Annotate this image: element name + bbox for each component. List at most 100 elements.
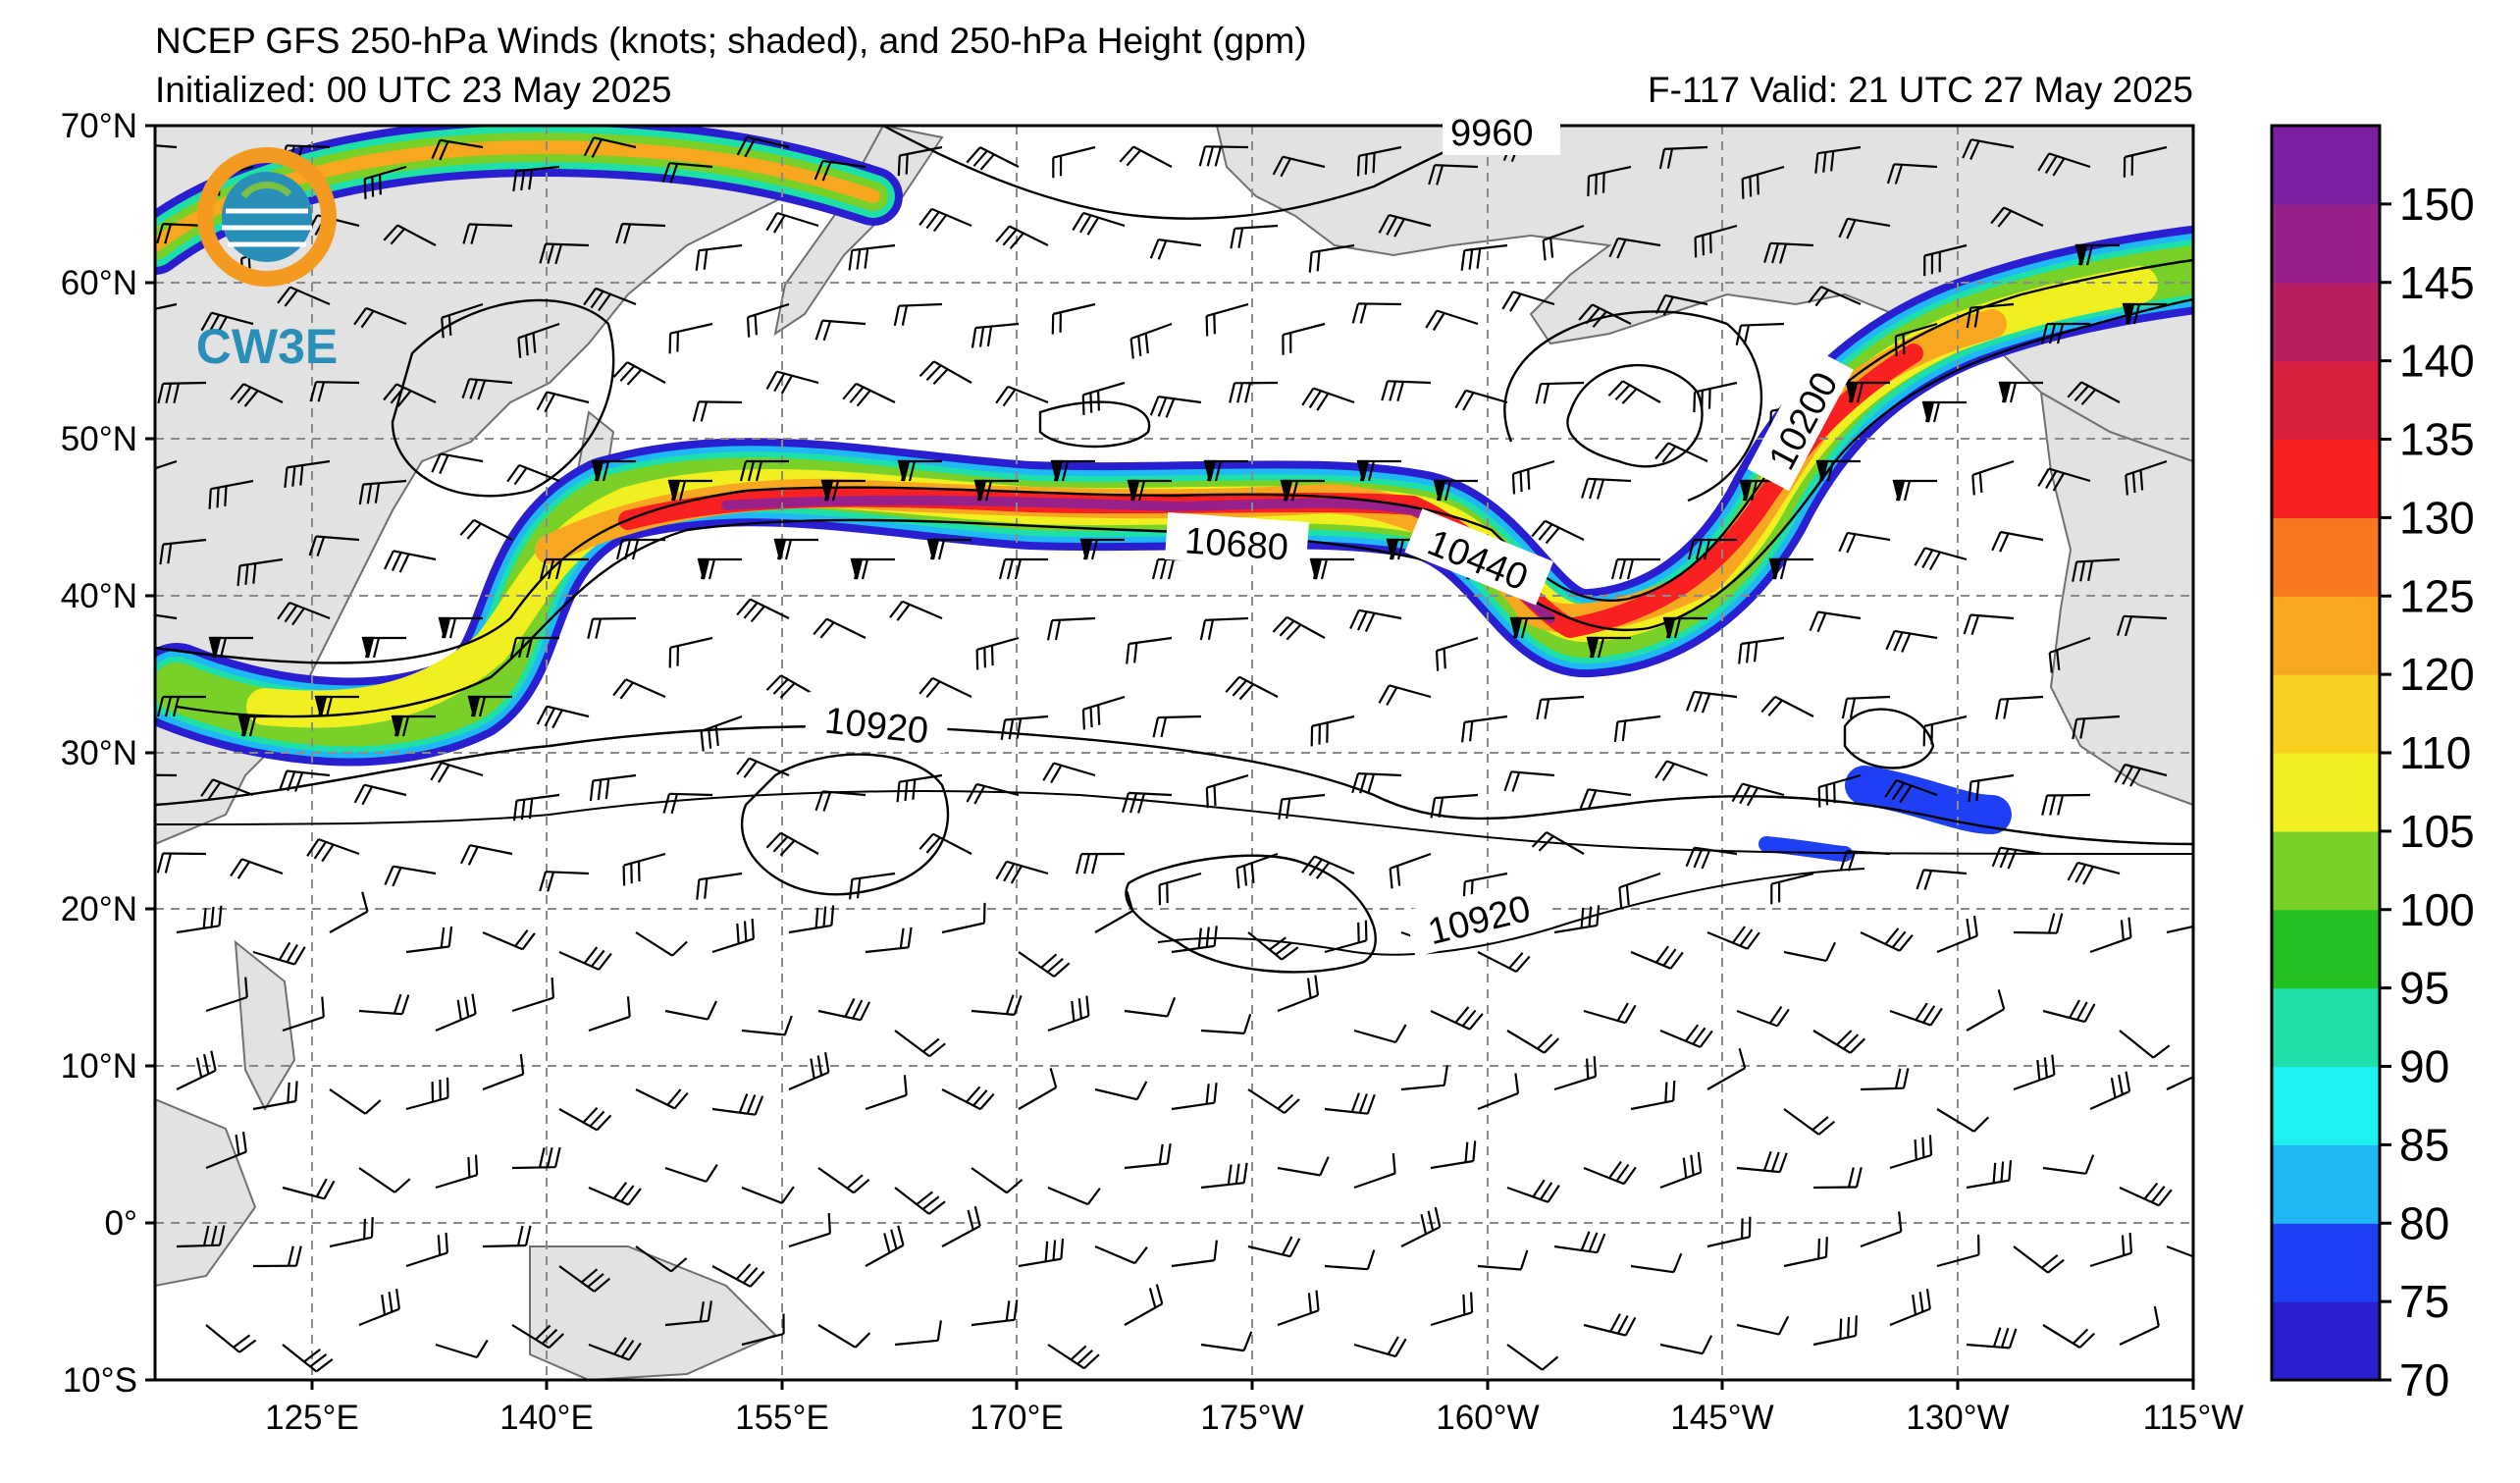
- wind-barb: [813, 617, 866, 639]
- colorbar-segment: [2272, 596, 2380, 675]
- wind-barb: [1814, 145, 1862, 174]
- wind-barb: [2048, 636, 2091, 673]
- latitude-labels: 70°N 60°N 50°N 40°N 30°N 20°N 10°N 0° 10…: [61, 107, 137, 1400]
- wind-barb: [1501, 291, 1555, 312]
- wind-barb: [765, 831, 819, 857]
- colorbar-segment: [2272, 1066, 2380, 1145]
- wind-barb: [1531, 519, 1585, 545]
- wind-barb: [435, 1154, 479, 1190]
- wind-barb: [1235, 852, 1279, 889]
- wind-barb: [176, 1050, 217, 1090]
- wind-barb: [200, 778, 254, 800]
- lon-label: 140°E: [499, 1399, 594, 1437]
- wind-barb: [1923, 243, 1968, 277]
- wind-barb: [1731, 782, 1785, 807]
- wind-barb: [1149, 238, 1202, 260]
- wind-barb: [1503, 770, 1555, 792]
- wind-barb: [1809, 610, 1862, 633]
- lon-label: 145°W: [1670, 1399, 1773, 1437]
- wind-barb: [1081, 381, 1126, 415]
- wind-barb: [1124, 1142, 1172, 1170]
- wind-barb: [1127, 479, 1172, 502]
- wind-barb: [850, 557, 895, 580]
- wind-barb: [919, 360, 972, 385]
- lat-label: 70°N: [61, 107, 137, 145]
- wind-barb: [1511, 459, 1555, 495]
- wind-barb: [739, 459, 789, 482]
- wind-barb: [635, 1088, 689, 1110]
- lat-label: 20°N: [61, 890, 137, 928]
- colorbar-tick-label: 75: [2399, 1276, 2449, 1327]
- wind-barb: [635, 931, 688, 957]
- wind-barb: [1400, 1206, 1442, 1247]
- figure-title: NCEP GFS 250-hPa Winds (knots; shaded), …: [155, 21, 1307, 61]
- wind-barb: [1889, 1002, 1943, 1027]
- wind-barb: [1356, 459, 1401, 482]
- wind-barb: [435, 1339, 489, 1359]
- wind-barb: [363, 165, 407, 199]
- colorbar-tick-labels: 70 75 80 85 90 95 100 105 110 120 125 130 135 140 145 1…: [2380, 179, 2475, 1405]
- wind-barb: [157, 381, 207, 404]
- wind-barb: [1124, 996, 1177, 1018]
- wind-barb: [1389, 852, 1432, 889]
- wind-barb: [155, 773, 178, 777]
- wind-barb: [1094, 890, 1134, 933]
- wind-barb: [1968, 773, 2015, 803]
- wind-barb: [1046, 616, 1096, 641]
- wind-barb: [1783, 1108, 1836, 1136]
- wind-barb: [2042, 1324, 2095, 1349]
- wind-barb: [431, 452, 484, 475]
- wind-barb: [941, 1086, 995, 1111]
- wind-barb: [995, 225, 1049, 250]
- wind-barb: [1815, 459, 1861, 482]
- wind-barb: [1812, 1030, 1866, 1054]
- wind-barb: [1353, 1024, 1407, 1044]
- wind-barb: [277, 601, 331, 626]
- wind-barb: [2013, 1054, 2056, 1091]
- wind-barb: [711, 1093, 764, 1116]
- wind-barb: [1076, 852, 1126, 874]
- wind-barb: [1916, 869, 1968, 890]
- wind-barb: [462, 223, 513, 244]
- wind-barb: [765, 211, 819, 234]
- wind-barb: [1536, 695, 1585, 720]
- colorbar-tick-label: 130: [2399, 492, 2475, 543]
- wind-barb: [438, 616, 483, 639]
- wind-barb: [668, 636, 713, 668]
- wind-barb: [1579, 788, 1632, 810]
- wind-barb: [1122, 791, 1173, 814]
- wind-barb: [1047, 1186, 1101, 1206]
- wind-barb: [384, 865, 437, 887]
- wind-barb: [1618, 872, 1661, 908]
- wind-barb: [2122, 302, 2167, 325]
- wind-barb: [1301, 387, 1355, 411]
- wind-barb: [1613, 715, 1661, 743]
- colorbar-tick-label: 105: [2399, 806, 2475, 857]
- wind-barb: [1081, 695, 1126, 730]
- wind-barb: [1386, 538, 1431, 560]
- wind-barb: [156, 852, 207, 874]
- wind-barb: [788, 905, 835, 934]
- colorbar-segment: [2272, 1223, 2380, 1302]
- wind-barb: [1966, 1160, 2013, 1190]
- wind-barb: [1921, 400, 1967, 423]
- wind-barb: [383, 224, 437, 246]
- wind-barb: [1760, 695, 1814, 717]
- wind-barb: [1171, 926, 1218, 954]
- wind-barb: [539, 557, 589, 580]
- colorbar-segment: [2272, 987, 2380, 1068]
- wind-barb: [208, 479, 254, 509]
- wind-barb: [482, 1225, 532, 1248]
- wind-barb: [1353, 1153, 1396, 1190]
- wind-barb: [941, 1205, 981, 1247]
- wind-barb: [696, 872, 743, 900]
- wind-barb: [1578, 303, 1632, 328]
- wind-barb: [558, 946, 612, 971]
- wind-barb: [512, 165, 560, 191]
- wind-barb: [2072, 557, 2121, 582]
- wind-barb: [1608, 237, 1661, 259]
- wind-barb: [1052, 145, 1096, 179]
- wind-barb: [2119, 1182, 2173, 1207]
- wind-barb: [1506, 1030, 1560, 1054]
- wind-barb: [1892, 479, 1937, 502]
